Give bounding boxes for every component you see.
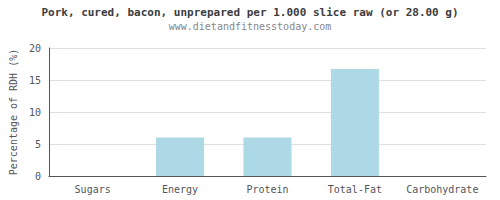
svg-text:Energy: Energy — [162, 184, 198, 195]
svg-text:Total-Fat: Total-Fat — [328, 184, 382, 195]
svg-text:5: 5 — [35, 139, 41, 150]
svg-text:Carbohydrate: Carbohydrate — [406, 184, 478, 195]
svg-text:Percentage of RDH (%): Percentage of RDH (%) — [8, 49, 19, 175]
svg-text:15: 15 — [29, 75, 41, 86]
svg-text:Protein: Protein — [246, 184, 288, 195]
svg-text:www.dietandfitnesstoday.com: www.dietandfitnesstoday.com — [169, 21, 332, 32]
svg-text:Pork, cured, bacon, unprepared: Pork, cured, bacon, unprepared per 1.000… — [41, 6, 458, 19]
svg-text:Sugars: Sugars — [75, 184, 111, 195]
svg-text:10: 10 — [29, 107, 41, 118]
svg-text:20: 20 — [29, 43, 41, 54]
svg-text:0: 0 — [35, 171, 41, 182]
